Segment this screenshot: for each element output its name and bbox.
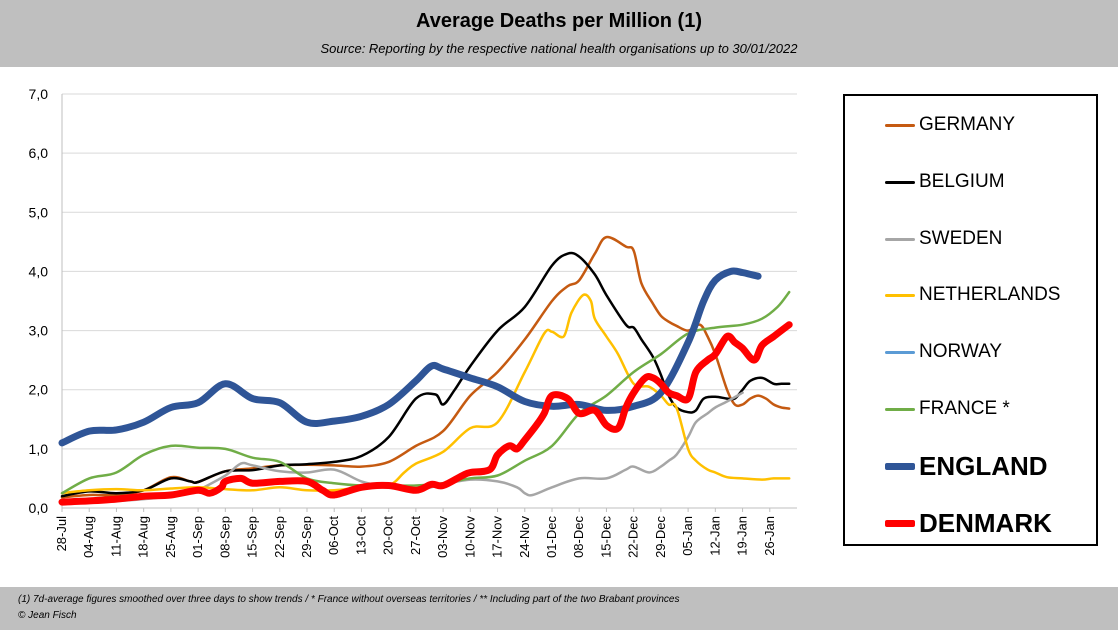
legend-label: FRANCE * <box>919 398 1010 419</box>
legend-swatch <box>885 124 915 127</box>
chart-header <box>0 0 1118 67</box>
x-tick-label: 10-Nov <box>462 516 477 558</box>
x-tick-label: 25-Aug <box>163 516 178 558</box>
x-tick-label: 18-Aug <box>136 516 151 558</box>
y-tick-label: 5,0 <box>29 204 49 220</box>
x-tick-label: 26-Jan <box>762 516 777 556</box>
legend-item-england: ENGLAND <box>845 451 1095 481</box>
legend-item-sweden: SWEDEN <box>845 224 1095 254</box>
x-tick-label: 05-Jan <box>680 516 695 556</box>
y-tick-label: 0,0 <box>29 500 49 516</box>
legend-swatch <box>885 351 915 355</box>
legend-swatch <box>885 462 915 470</box>
x-tick-label: 13-Oct <box>353 516 368 555</box>
chart-title: Average Deaths per Million (1) <box>416 10 702 32</box>
credit: © Jean Fisch <box>18 610 77 621</box>
y-tick-label: 7,0 <box>29 86 49 102</box>
x-tick-label: 08-Sep <box>217 516 232 558</box>
y-tick-label: 3,0 <box>29 323 49 339</box>
legend-swatch <box>885 408 915 411</box>
legend-label: NORWAY <box>919 341 1003 363</box>
x-tick-label: 22-Sep <box>272 516 287 558</box>
legend-label: NETHERLANDS <box>919 284 1061 306</box>
y-tick-label: 4,0 <box>29 263 49 279</box>
legend-item-belgium: BELGIUM <box>845 167 1095 197</box>
legend-label: GERMANY <box>919 114 1016 135</box>
y-tick-label: 1,0 <box>29 441 49 457</box>
legend-swatch <box>885 237 915 241</box>
legend-swatch <box>885 294 915 298</box>
y-tick-label: 2,0 <box>29 382 49 398</box>
legend-item-netherlands: NETHERLANDS <box>845 280 1095 310</box>
x-tick-label: 24-Nov <box>517 516 532 558</box>
footnote: (1) 7d-average figures smoothed over thr… <box>18 594 680 605</box>
chart-legend: GERMANY BELGIUM SWEDEN NETHERLANDS NORWAY FRA… <box>843 94 1098 546</box>
legend-label: SWEDEN <box>919 227 1003 249</box>
legend-item-denmark: DENMARK <box>845 508 1095 538</box>
x-tick-label: 27-Oct <box>408 516 423 555</box>
x-tick-label: 15-Dec <box>598 516 613 558</box>
series-line-denmark <box>58 321 793 506</box>
legend-swatch <box>885 519 915 527</box>
legend-label: BELGIUM <box>919 170 1005 192</box>
legend-item-germany: GERMANY <box>845 110 1095 140</box>
x-tick-label: 15-Sep <box>245 516 260 558</box>
x-tick-label: 04-Aug <box>81 516 96 558</box>
chart-footer <box>0 587 1118 630</box>
legend-item-france: FRANCE * <box>845 394 1095 424</box>
legend-label: ENGLAND <box>919 450 1048 481</box>
x-tick-label: 03-Nov <box>435 516 450 558</box>
legend-item-norway: NORWAY <box>845 337 1095 367</box>
x-tick-label: 28-Jul <box>54 516 69 552</box>
x-tick-label: 12-Jan <box>707 516 722 556</box>
series-line-netherlands <box>60 293 791 495</box>
series-line-england <box>58 267 762 447</box>
legend-swatch <box>885 180 915 184</box>
chart-subtitle: Source: Reporting by the respective nati… <box>320 41 798 56</box>
x-tick-label: 29-Sep <box>299 516 314 558</box>
x-tick-label: 11-Aug <box>108 516 123 557</box>
x-tick-label: 20-Oct <box>381 516 396 555</box>
x-tick-label: 01-Sep <box>190 516 205 558</box>
legend-label: DENMARK <box>919 507 1052 538</box>
y-tick-label: 6,0 <box>29 145 49 161</box>
x-tick-label: 19-Jan <box>735 516 750 556</box>
x-tick-label: 06-Oct <box>326 516 341 555</box>
x-tick-label: 17-Nov <box>490 516 505 558</box>
line-chart: 0,0 1,0 2,0 3,0 4,0 5,0 6,0 7,0 28-Jul 04-Aug 11-A… <box>29 86 797 558</box>
x-tick-label: 01-Dec <box>544 516 559 558</box>
x-tick-label: 08-Dec <box>571 516 586 558</box>
x-tick-label: 22-Dec <box>626 516 641 558</box>
x-tick-label: 29-Dec <box>653 516 668 558</box>
